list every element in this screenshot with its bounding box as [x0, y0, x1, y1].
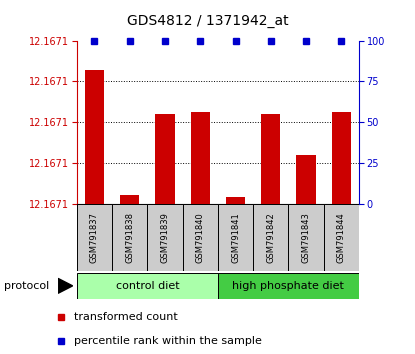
Text: percentile rank within the sample: percentile rank within the sample — [74, 336, 262, 346]
Text: high phosphate diet: high phosphate diet — [232, 281, 344, 291]
Bar — [296, 155, 316, 204]
Text: transformed count: transformed count — [74, 312, 178, 322]
Bar — [324, 204, 359, 271]
Text: GSM791842: GSM791842 — [266, 212, 275, 263]
Bar — [288, 204, 324, 271]
Polygon shape — [58, 278, 73, 293]
Text: GSM791844: GSM791844 — [337, 212, 346, 263]
Bar — [85, 70, 104, 204]
Bar — [183, 204, 218, 271]
Text: control diet: control diet — [115, 281, 179, 291]
Text: GSM791839: GSM791839 — [161, 212, 169, 263]
Text: GSM791838: GSM791838 — [125, 212, 134, 263]
Bar — [190, 112, 210, 204]
Bar — [218, 273, 359, 299]
Text: protocol: protocol — [4, 281, 49, 291]
Bar — [147, 204, 183, 271]
Bar — [261, 114, 281, 204]
Bar — [253, 204, 288, 271]
Bar — [155, 114, 175, 204]
Bar — [332, 112, 351, 204]
Bar — [77, 273, 218, 299]
Bar — [120, 195, 139, 204]
Text: GSM791841: GSM791841 — [231, 212, 240, 263]
Bar — [77, 204, 112, 271]
Text: GSM791843: GSM791843 — [302, 212, 310, 263]
Bar — [112, 204, 147, 271]
Bar — [226, 197, 245, 204]
Text: GSM791837: GSM791837 — [90, 212, 99, 263]
Text: GDS4812 / 1371942_at: GDS4812 / 1371942_at — [127, 14, 288, 28]
Text: GSM791840: GSM791840 — [196, 212, 205, 263]
Bar — [218, 204, 253, 271]
